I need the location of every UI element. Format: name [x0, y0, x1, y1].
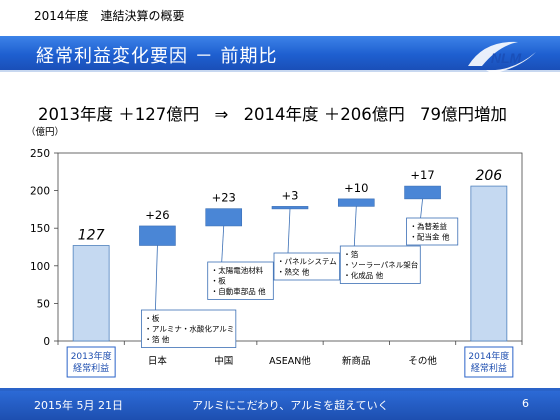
category-box-6	[464, 346, 514, 378]
footer-slogan: アルミにこだわり、アルミを超えていく	[192, 399, 389, 412]
annotation-text-4: ・配当金 他	[410, 232, 450, 242]
annotation-text-3: ・化成品 他	[343, 270, 383, 280]
bar-step-label-1: +23	[212, 191, 236, 205]
bar-step-label-2: +3	[282, 188, 299, 202]
annotation-box-2	[273, 252, 340, 281]
annotation-box-0	[141, 309, 237, 348]
bar-step-label-3: +10	[344, 181, 368, 195]
annotation-leader-0	[155, 245, 158, 311]
annotation-box-3	[339, 245, 421, 284]
bar-step-1	[205, 208, 243, 227]
bar-step-3	[337, 198, 375, 207]
annotation-box-1	[207, 261, 274, 300]
y-tick-label: 100	[30, 261, 50, 273]
category-label: 新商品	[342, 355, 371, 367]
bar-step-label-4: +17	[410, 168, 434, 182]
footer-bar: 2015年 5月 21日 アルミにこだわり、アルミを超えていく 6	[0, 391, 560, 420]
bar-step-2	[271, 206, 309, 210]
bar-2013-total	[72, 245, 110, 342]
category-label: ASEAN他	[269, 355, 311, 367]
section-title: 2014年度 連結決算の概要	[34, 9, 185, 23]
slide-title: 経常利益変化要因 － 前期比	[36, 46, 278, 67]
annotation-text-0: ・板	[144, 313, 159, 323]
y-tick-label: 200	[30, 186, 50, 198]
category-box-0	[66, 346, 116, 378]
category-label: 2013年度	[71, 350, 112, 362]
category-label: その他	[408, 355, 437, 367]
headline-increase: 79億円増加	[420, 105, 508, 124]
annotation-text-1: ・板	[211, 276, 226, 286]
category-label: 経常利益	[73, 362, 109, 374]
headline: 2013年度 ＋127億円 ⇒ 2014年度 ＋206億円 79億円増加	[38, 101, 517, 125]
annotation-leader-3	[353, 206, 357, 247]
y-unit-label: （億円）	[26, 126, 64, 138]
annotation-text-2: ・パネルシステム	[277, 257, 337, 266]
title-banner: 経常利益変化要因 － 前期比	[0, 36, 560, 72]
annotation-text-0: ・箔 他	[144, 334, 169, 344]
logo-text: NLM	[491, 50, 522, 66]
bar-step-4	[404, 185, 441, 200]
category-label: 経常利益	[471, 362, 507, 374]
category-label: 2014年度	[468, 350, 509, 362]
logo-swoosh	[468, 41, 518, 66]
annotation-leader-2	[287, 208, 291, 254]
annotation-box-4	[406, 217, 459, 246]
annotation-leader-1	[221, 225, 225, 263]
y-tick-label: 150	[30, 223, 50, 235]
bar-step-label-0: +26	[145, 208, 169, 222]
footer-accent-line	[0, 388, 560, 391]
headline-current: 2014年度 ＋206億円	[243, 105, 405, 124]
annotation-text-4: ・為替差益	[410, 221, 448, 231]
company-logo: NLM	[468, 41, 536, 74]
annotation-text-1: ・自動車部品 他	[211, 286, 266, 296]
bar-label-2013: 127	[78, 227, 105, 243]
headline-prior: 2013年度 ＋127億円	[38, 105, 200, 124]
plot-area	[57, 152, 523, 342]
annotation-text-2: ・熱交 他	[277, 267, 310, 277]
bar-step-0	[139, 225, 176, 246]
bar-2014-total	[470, 185, 508, 342]
category-label: 中国	[214, 355, 233, 367]
bar-label-2014: 206	[475, 168, 502, 184]
y-tick-label: 50	[37, 298, 50, 310]
annotation-text-3: ・箔	[343, 249, 358, 259]
category-label: 日本	[148, 355, 168, 367]
annotation-text-3: ・ソーラーパネル架台	[343, 260, 418, 270]
y-tick-label: 250	[30, 148, 50, 160]
footer-date: 2015年 5月 21日	[34, 399, 123, 412]
headline-arrow: ⇒	[214, 105, 229, 124]
logo-swoosh-lower	[486, 52, 536, 74]
annotation-text-0: ・アルミナ・水酸化アルミ	[144, 324, 234, 334]
annotation-text-1: ・太陽電池材料	[211, 265, 264, 275]
annotation-leader-4	[420, 198, 423, 219]
page-number: 6	[522, 397, 529, 410]
y-tick-label: 0	[43, 336, 50, 348]
